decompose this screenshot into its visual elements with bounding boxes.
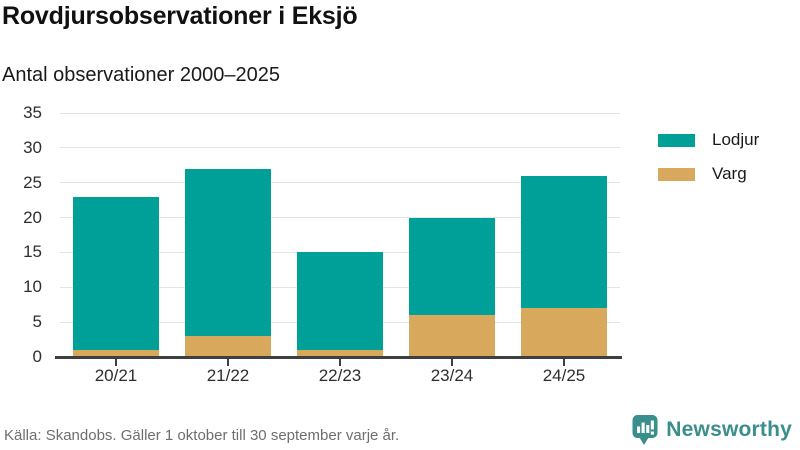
bar-segment-varg [73, 350, 159, 357]
chart-bubble-icon [632, 415, 658, 445]
x-tick-label: 24/25 [542, 366, 586, 385]
newsworthy-logo: Newsworthy [631, 414, 792, 446]
bar-segment-lodjur [73, 196, 159, 351]
bar-segment-varg [521, 308, 607, 357]
bar-segment-varg [185, 336, 271, 357]
source-note: Källa: Skandobs. Gäller 1 oktober till 3… [4, 427, 400, 444]
x-tick-label: 22/23 [318, 366, 362, 385]
x-tick-mark [451, 359, 453, 366]
gridline [60, 217, 620, 219]
legend-label: Lodjur [712, 130, 760, 149]
x-tick-mark [115, 359, 117, 366]
gridline [60, 147, 620, 149]
gridline [60, 112, 620, 114]
x-tick-label: 20/21 [94, 366, 138, 385]
y-axis-labels: 0 5 10 15 20 25 30 35 [0, 103, 48, 366]
plot-area [60, 112, 620, 357]
x-tick-mark [563, 359, 565, 366]
page-title: Rovdjursobservationer i Eksjö [2, 2, 358, 30]
bar-segment-varg [297, 350, 383, 357]
bar-segment-lodjur [297, 252, 383, 351]
chart-subtitle: Antal observationer 2000–2025 [2, 64, 280, 86]
y-tick-label: 10 [23, 277, 42, 297]
x-tick-mark [227, 359, 229, 366]
y-tick-label: 0 [32, 347, 42, 366]
legend-label: Varg [712, 164, 747, 183]
y-tick-label: 25 [23, 172, 42, 192]
y-tick-label: 15 [23, 242, 42, 262]
y-tick-label: 20 [23, 207, 42, 227]
x-tick-label: 21/22 [206, 366, 250, 385]
x-tick-label: 23/24 [430, 366, 474, 385]
bar-segment-lodjur [521, 175, 607, 309]
bar-segment-varg [409, 315, 495, 357]
legend: Lodjur Varg [658, 130, 759, 198]
legend-item-lodjur: Lodjur [658, 130, 759, 150]
gridline [60, 182, 620, 184]
legend-item-varg: Varg [658, 164, 759, 184]
legend-swatch [658, 167, 695, 181]
y-tick-label: 30 [23, 137, 42, 157]
y-tick-label: 5 [32, 312, 42, 332]
x-tick-mark [339, 359, 341, 366]
y-tick-label: 35 [23, 103, 42, 122]
bar-segment-lodjur [409, 217, 495, 316]
legend-swatch [658, 133, 695, 147]
newsworthy-logo-text: Newsworthy [666, 418, 792, 441]
x-axis-line [55, 356, 622, 359]
bar-segment-lodjur [185, 168, 271, 337]
